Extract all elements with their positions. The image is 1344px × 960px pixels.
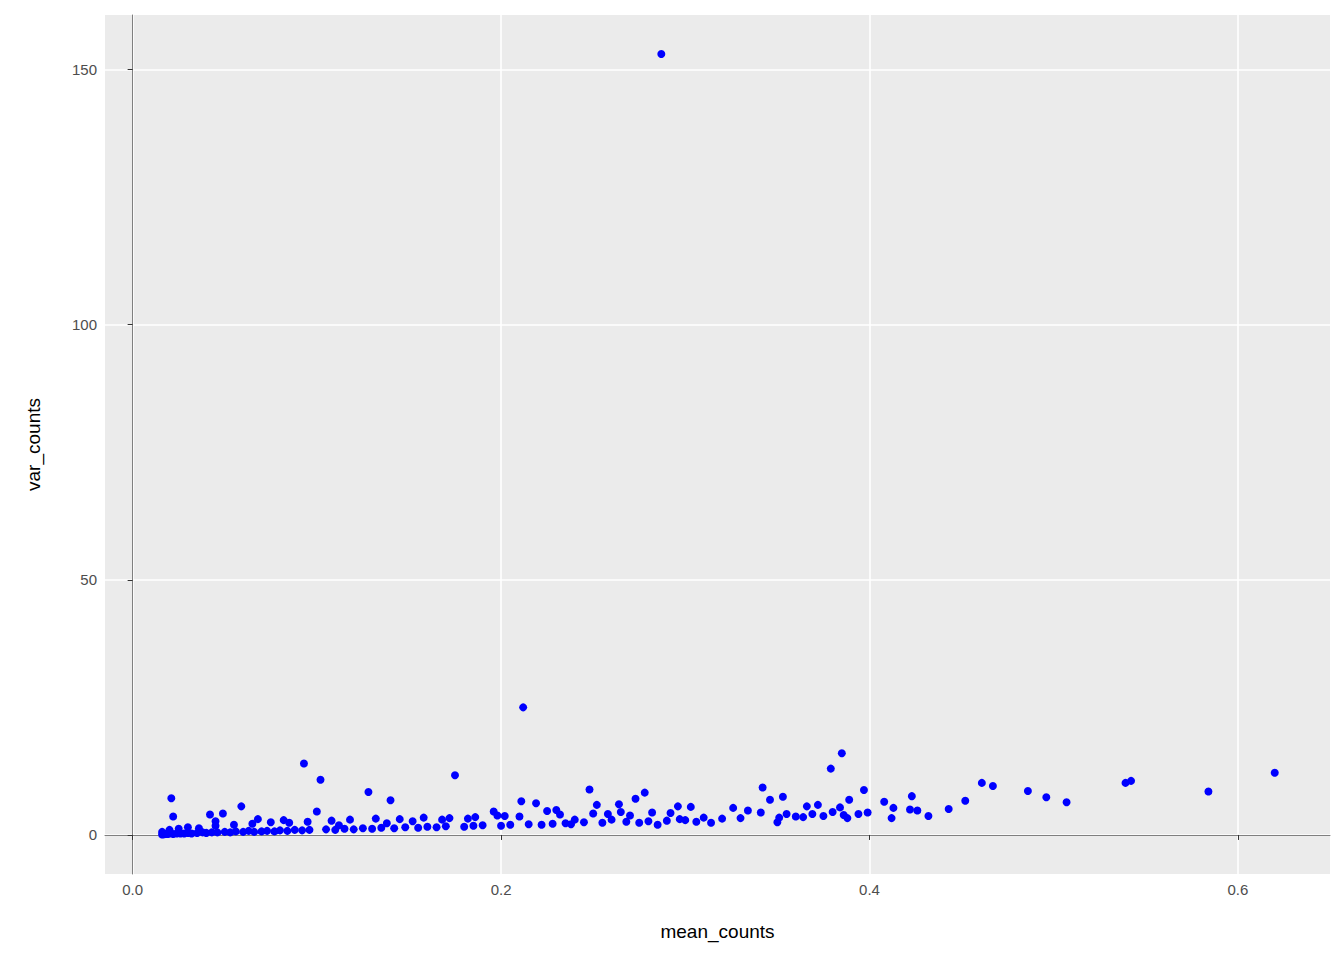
svg-text:150: 150 xyxy=(72,61,97,78)
svg-text:100: 100 xyxy=(72,316,97,333)
svg-text:0: 0 xyxy=(89,826,97,843)
svg-text:var_counts: var_counts xyxy=(23,398,45,491)
svg-text:0.2: 0.2 xyxy=(491,881,512,898)
svg-text:0.4: 0.4 xyxy=(859,881,880,898)
svg-text:50: 50 xyxy=(80,571,97,588)
svg-text:mean_counts: mean_counts xyxy=(660,921,774,943)
svg-text:0.0: 0.0 xyxy=(122,881,143,898)
svg-text:0.6: 0.6 xyxy=(1227,881,1248,898)
